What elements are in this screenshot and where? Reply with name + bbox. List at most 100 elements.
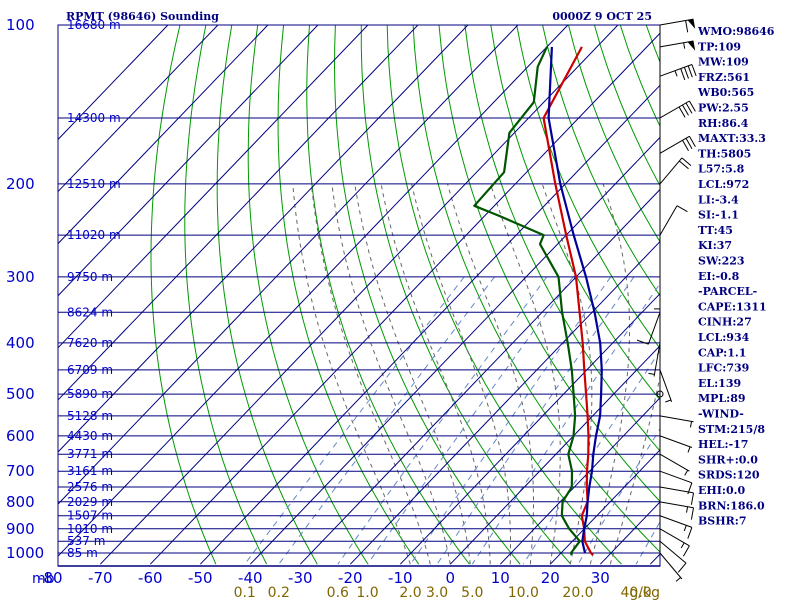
isotherm xyxy=(58,25,169,141)
pressure-tick-label: 800 xyxy=(6,493,35,511)
height-label: 14300 m xyxy=(67,111,121,125)
mixing-ratio-line xyxy=(244,276,465,565)
mixing-ratio-line xyxy=(522,349,660,565)
temperature-tick-label: -60 xyxy=(138,569,163,587)
mixing-ratio-label: 3.0 xyxy=(426,585,448,600)
index-line: LFC:739 xyxy=(698,362,749,375)
pressure-tick-label: 900 xyxy=(6,520,35,538)
mixing-ratio-unit: g/kg xyxy=(629,585,660,600)
wind-barb xyxy=(659,415,694,428)
wind-barb xyxy=(659,100,696,119)
wind-barb xyxy=(659,18,696,33)
temperature-tick-label: 0 xyxy=(446,569,456,587)
moist-adiabat xyxy=(292,183,411,565)
temperature-tick-label: -40 xyxy=(238,569,263,587)
isotherm xyxy=(349,240,660,565)
moist-adiabat xyxy=(331,183,451,565)
isotherm xyxy=(249,136,660,565)
isotherms xyxy=(58,25,660,565)
isotherm xyxy=(199,84,660,565)
height-label: 4430 m xyxy=(67,429,113,443)
dry-adiabat xyxy=(150,25,217,565)
index-line: RH:86.4 xyxy=(698,117,749,130)
moist-adiabat xyxy=(609,374,660,565)
mixing-ratio-label: 5.0 xyxy=(461,585,483,600)
parcel-profile xyxy=(547,46,603,554)
pressure-tick-label: 1000 xyxy=(6,544,44,562)
dewpoint-profile xyxy=(473,46,581,556)
temperature-tick-label: -70 xyxy=(88,569,113,587)
wind-barb xyxy=(659,552,683,582)
height-label: 1507 m xyxy=(67,509,113,523)
temperature-tick-label: -50 xyxy=(188,569,213,587)
wind-barb xyxy=(659,501,694,520)
dry-adiabat xyxy=(412,25,660,553)
moist-adiabat xyxy=(380,183,491,565)
index-line: FRZ:561 xyxy=(698,71,750,84)
isobars xyxy=(57,24,661,567)
isotherm xyxy=(58,25,419,401)
pressure-tick-label: 500 xyxy=(6,385,35,403)
index-line: EL:139 xyxy=(698,377,741,390)
index-line: SI:-1.1 xyxy=(698,209,739,222)
index-line: MAXT:33.3 xyxy=(698,132,766,145)
moist-adiabat xyxy=(310,183,431,565)
index-line: CAP:1.1 xyxy=(698,346,746,359)
isotherm xyxy=(58,25,319,297)
index-line: -WIND- xyxy=(698,408,744,421)
mixing-ratio-line xyxy=(471,282,660,565)
moist-adiabat xyxy=(589,183,630,565)
moist-adiabat xyxy=(490,183,561,565)
pressure-tick-label: 400 xyxy=(6,334,35,352)
dry-adiabat xyxy=(776,25,800,564)
isotherm xyxy=(99,25,619,565)
mixing-ratio-label: 10.0 xyxy=(508,585,539,600)
pressure-tick-label: 600 xyxy=(6,427,35,445)
height-label: 3771 m xyxy=(67,447,113,461)
mixing-ratio-line xyxy=(436,276,635,565)
isotherm xyxy=(58,25,219,193)
wind-barb xyxy=(659,369,673,403)
wind-barb xyxy=(659,135,696,154)
isotherm xyxy=(58,25,469,453)
height-label: 2029 m xyxy=(67,495,113,509)
wind-barb xyxy=(659,435,693,453)
dry-adiabat xyxy=(216,25,318,565)
isotherm xyxy=(399,292,660,565)
wind-barb xyxy=(656,390,664,398)
pressure-tick-label: 100 xyxy=(6,16,35,34)
height-label: 11020 m xyxy=(67,228,121,242)
wind-barb xyxy=(659,205,688,236)
plot-border xyxy=(57,24,661,567)
mixing-ratio-label: 0.6 xyxy=(327,585,349,600)
index-line: CAPE:1311 xyxy=(698,300,767,313)
height-label: 16680 m xyxy=(67,18,121,32)
wind-barb xyxy=(659,64,697,81)
height-label: 5890 m xyxy=(67,387,113,401)
dry-adiabat xyxy=(568,25,660,243)
dry-adiabat xyxy=(542,25,660,297)
profile-lines xyxy=(473,46,603,556)
mixing-ratio-line xyxy=(278,276,495,565)
index-line: EI:-0.8 xyxy=(698,270,740,283)
index-line: TH:5805 xyxy=(698,147,751,160)
isotherm xyxy=(449,345,660,565)
height-label: 7620 m xyxy=(67,336,113,350)
index-line: TT:45 xyxy=(698,224,733,237)
index-line: HEL:-17 xyxy=(698,438,748,451)
index-line: LCL:934 xyxy=(698,331,750,344)
temperature-tick-label: -80 xyxy=(38,569,63,587)
isotherm xyxy=(58,25,569,557)
dry-adiabat xyxy=(386,25,622,565)
chart-title: RPMT (98646) Sounding xyxy=(66,10,219,23)
mixing-ratio-label: 40.0 xyxy=(621,585,652,600)
dry-adiabat xyxy=(464,25,660,452)
index-line: LI:-3.4 xyxy=(698,193,739,206)
isotherm xyxy=(299,188,660,565)
height-label: 3161 m xyxy=(67,464,113,478)
dry-adiabat xyxy=(247,25,369,565)
mixing-ratio-label: 2.0 xyxy=(399,585,421,600)
temperature-tick-label: 10 xyxy=(491,569,510,587)
